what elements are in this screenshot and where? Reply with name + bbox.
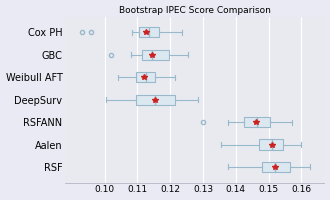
Title: Bootstrap IPEC Score Comparison: Bootstrap IPEC Score Comparison bbox=[119, 6, 271, 15]
PathPatch shape bbox=[136, 95, 175, 105]
PathPatch shape bbox=[259, 139, 283, 150]
PathPatch shape bbox=[244, 117, 270, 127]
PathPatch shape bbox=[262, 162, 290, 172]
PathPatch shape bbox=[136, 72, 155, 82]
PathPatch shape bbox=[139, 27, 159, 37]
PathPatch shape bbox=[142, 50, 169, 60]
